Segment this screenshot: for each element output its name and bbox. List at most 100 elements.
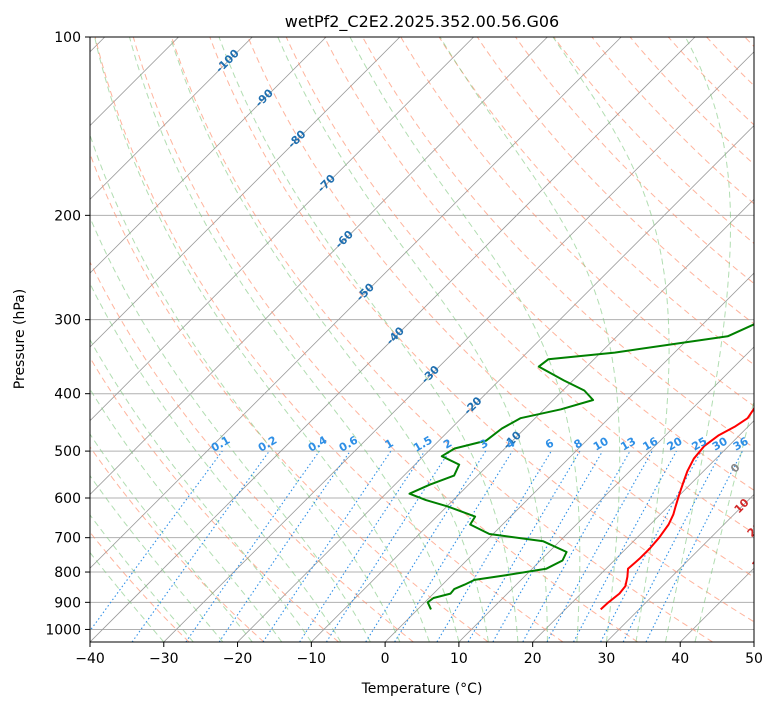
mixing-ratio-line-0.1 bbox=[90, 450, 223, 632]
mixing-ratio-lines bbox=[90, 450, 743, 642]
x-tick-label: −30 bbox=[149, 651, 179, 667]
y-axis-ticks: 100 200 300 400 500 600 700 800 900 1000 bbox=[45, 30, 90, 638]
chart-title: wetPf2_C2E2.2025.352.00.56.G06 bbox=[285, 12, 559, 32]
mixing-ratio-line-0.4 bbox=[185, 450, 320, 642]
mixing-ratio-line-0.2 bbox=[131, 450, 270, 642]
mixing-ratio-labels: 0.1 0.2 0.4 0.6 1 1.5 2 3 4 6 8 10 13 16 20 25 30 36 bbox=[209, 433, 751, 454]
plot-area: -100-90-80-70-60-50-40-30-20-10 0.1 0.2 0.… bbox=[90, 37, 775, 642]
y-axis-label: Pressure (hPa) bbox=[12, 289, 28, 389]
mixing-ratio-line-4 bbox=[394, 450, 513, 642]
y-tick-label: 900 bbox=[54, 595, 81, 611]
isotherm--20 bbox=[237, 124, 754, 642]
x-tick-label: 40 bbox=[671, 651, 689, 667]
temperature-profile-line bbox=[600, 406, 754, 611]
mixing-ratio-line-8 bbox=[467, 450, 581, 642]
mixing-ratio-line-13 bbox=[522, 450, 631, 642]
mixing-ratio-label: 6 bbox=[543, 436, 556, 451]
dry-adiabat-30 bbox=[132, 37, 639, 642]
dry-adiabat-0 bbox=[90, 261, 414, 642]
isotherm--70 bbox=[90, 37, 474, 422]
dry-adiabat-20 bbox=[94, 37, 564, 642]
moist-adiabat-label: 20 bbox=[745, 520, 765, 540]
plot-frame bbox=[89, 36, 755, 643]
dry-adiabat-lines bbox=[90, 37, 754, 642]
dry-adiabat-label: -20 bbox=[461, 394, 484, 417]
x-axis-ticks: −40 −30 −20 −10 0 10 20 30 40 50 bbox=[75, 642, 763, 667]
moist-adiabat-34 bbox=[552, 37, 670, 642]
isotherm--30 bbox=[163, 51, 754, 642]
dry-adiabat-label: -70 bbox=[315, 172, 338, 195]
dry-adiabat-160 bbox=[629, 37, 754, 165]
dry-adiabat-150 bbox=[591, 37, 754, 205]
y-tick-label: 300 bbox=[54, 313, 81, 329]
isotherm--100 bbox=[90, 37, 253, 200]
mixing-ratio-line-1.5 bbox=[299, 450, 426, 642]
isotherm-0 bbox=[384, 272, 754, 642]
moist-adiabat--2 bbox=[90, 216, 371, 642]
moist-adiabat-14 bbox=[169, 37, 489, 642]
dry-adiabat-100 bbox=[400, 37, 754, 407]
y-tick-label: 200 bbox=[54, 208, 81, 224]
sounding-profiles bbox=[408, 323, 754, 611]
x-tick-label: −40 bbox=[75, 651, 105, 667]
dry-adiabat-90 bbox=[362, 37, 754, 449]
dry-adiabat--20 bbox=[90, 446, 265, 642]
moist-adiabat-6 bbox=[94, 37, 430, 642]
dry-adiabat-label: -40 bbox=[384, 324, 407, 347]
dry-adiabat-190 bbox=[744, 37, 754, 48]
moist-adiabat-38 bbox=[665, 37, 731, 642]
dry-adiabat-label: -30 bbox=[419, 363, 442, 386]
isotherm-30 bbox=[606, 493, 754, 642]
x-tick-label: 20 bbox=[524, 651, 542, 667]
moist-adiabat-26 bbox=[349, 37, 581, 642]
moist-adiabat--6 bbox=[90, 282, 342, 642]
isotherm--50 bbox=[90, 37, 622, 569]
isotherm--40 bbox=[90, 37, 696, 642]
mixing-ratio-line-16 bbox=[546, 450, 653, 642]
dry-adiabat-140 bbox=[553, 37, 754, 245]
moist-adiabat-label: 10 bbox=[732, 496, 752, 516]
isotherm-40 bbox=[679, 567, 754, 642]
moist-adiabat-label: 40 bbox=[767, 586, 775, 606]
mixing-ratio-line-0.6 bbox=[218, 450, 351, 642]
mixing-ratio-line-2 bbox=[325, 450, 450, 642]
isotherm--80 bbox=[90, 37, 401, 348]
isobar-gridlines bbox=[90, 37, 754, 630]
isotherm--90 bbox=[90, 37, 327, 274]
y-tick-label: 700 bbox=[54, 531, 81, 547]
dry-adiabat-120 bbox=[476, 37, 754, 325]
dry-adiabat-40 bbox=[171, 37, 713, 642]
x-tick-label: −20 bbox=[223, 651, 253, 667]
isotherm-20 bbox=[532, 420, 754, 642]
mixing-ratio-line-10 bbox=[492, 450, 604, 642]
mixing-ratio-line-20 bbox=[573, 450, 677, 642]
moist-adiabat--18 bbox=[90, 433, 253, 642]
moist-adiabat-42 bbox=[694, 398, 754, 642]
y-tick-label: 1000 bbox=[45, 622, 81, 638]
dewpoint-profile-line bbox=[408, 323, 754, 610]
isotherm-10 bbox=[458, 346, 754, 642]
y-tick-label: 800 bbox=[54, 565, 81, 581]
moist-adiabat-30 bbox=[439, 37, 621, 642]
dry-adiabat-110 bbox=[438, 37, 754, 366]
dry-adiabat-130 bbox=[515, 37, 754, 285]
x-axis-label: Temperature (°C) bbox=[361, 681, 483, 697]
moist-adiabat--10 bbox=[90, 338, 312, 642]
moist-adiabat--22 bbox=[90, 474, 224, 642]
y-tick-label: 100 bbox=[54, 30, 81, 46]
x-tick-label: 50 bbox=[745, 651, 763, 667]
x-tick-label: 10 bbox=[450, 651, 468, 667]
dry-adiabat-label: -80 bbox=[285, 127, 308, 150]
dry-adiabat--10 bbox=[90, 356, 339, 642]
dry-adiabat--30 bbox=[90, 531, 190, 642]
y-tick-label: 600 bbox=[54, 491, 81, 507]
y-tick-label: 400 bbox=[54, 387, 81, 403]
isotherm--60 bbox=[90, 37, 548, 496]
moist-adiabat--26 bbox=[90, 514, 194, 642]
x-tick-label: 0 bbox=[381, 651, 390, 667]
dry-adiabat-label: -90 bbox=[253, 86, 276, 109]
dry-adiabat-label: -60 bbox=[333, 228, 356, 251]
x-tick-label: −10 bbox=[297, 651, 327, 667]
